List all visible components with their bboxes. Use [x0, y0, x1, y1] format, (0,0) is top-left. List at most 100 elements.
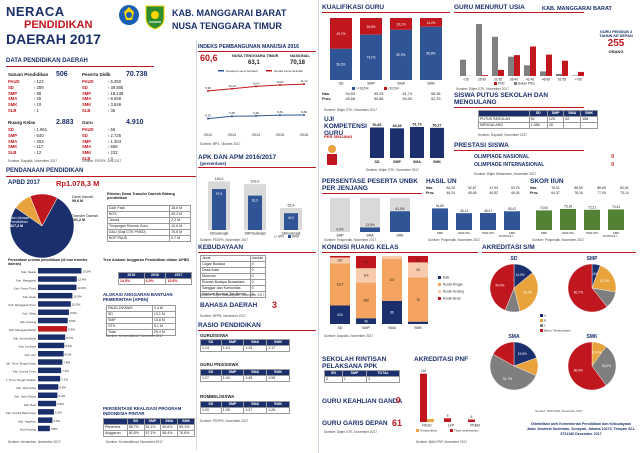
list-item: SMA › 589 [82, 144, 154, 150]
line-point [255, 114, 257, 117]
bar-data-label: 52,4 [288, 203, 295, 207]
kualifikasi-bar-chart: 50,3% 49,7% SD 73,1% 26,9% SMP 80,9% 19,1% SMA 85… [330, 18, 442, 91]
comparison-row: Prov. 46,68 50,86 54,30 52,29 [322, 97, 450, 102]
pie-label-dana-text: Dana Daerah [72, 195, 94, 199]
bar-category-label: Kab. Sabu Raijua [14, 395, 36, 399]
pie-slice [567, 341, 607, 391]
table-cell: 1:28 [266, 407, 290, 414]
legend-label: Rusak Sedang [443, 290, 464, 294]
bar-segment-lt-s1 [420, 18, 442, 27]
item-value: › 3.846 [108, 102, 122, 108]
legend-label: Bukan PNS [518, 82, 534, 86]
x-tick-label: SD [375, 160, 380, 164]
x-tick-label: SD [339, 82, 344, 86]
item-value: › 88 [34, 90, 42, 96]
pie-data-label: 60,7% [574, 291, 583, 295]
item-label: SMP [8, 90, 18, 96]
item-value: › 123 [34, 79, 44, 84]
satuan-rows: PAUD › 123 SD › 259 SMP › 88 SMA › 25 SMK › 10 SLB… [8, 79, 78, 114]
x-tick-label: 2016 [300, 133, 308, 137]
item-value: › 1.304 [108, 138, 122, 144]
bar [608, 209, 624, 230]
alokasi-table: PAUD-DIKMAS 0,4 M SD 13,1 M SMP 10,8 M GTK 5,1 … [106, 305, 177, 336]
section-title: PERSENTASE PESERTA UNBK PER JENJANG [322, 178, 418, 192]
bar-category-label: Kota Kupang [20, 428, 37, 432]
bar-data-label: 7,8% [63, 361, 70, 365]
akreditasi-section: AKREDITASI S/M SD 14,0% 32,0% 44,0% SMP 5,6% 2… [482, 244, 636, 420]
bar-data-label: 534 [337, 313, 343, 317]
bar-segment-s1 [330, 48, 352, 80]
item-value: › 10 [34, 102, 42, 108]
source-note: Sumber: Puspendik, November 2017 [532, 238, 585, 242]
bar-data-label: 61,80 [436, 204, 444, 208]
source-note: Sumber: Ditjen Dikdasmen, November 2017 [474, 172, 537, 176]
bar-segment-rusak-ringan [330, 263, 350, 306]
bar-category-label: Kab. Ngada [21, 270, 36, 274]
x-tick-label: 51-55 [558, 78, 566, 82]
pie-slice [489, 353, 537, 391]
footer-text: Diterbitkan oleh Kementerian Pendidikan … [526, 422, 636, 436]
table-cell: 60,5% [126, 430, 145, 437]
pie-data-label: 19,5% [518, 352, 527, 356]
bar [390, 128, 404, 158]
bar-data-label: 26,9% [366, 25, 375, 29]
item-value: › 1.961 [34, 127, 48, 132]
bar-data-label: 9,9% [70, 311, 77, 315]
bar-segment-baik [408, 321, 428, 324]
persentase-title: Persentase urusan pendidikan (di luar tr… [8, 258, 88, 266]
x-tick-label: 41-45 [526, 78, 534, 82]
akreditasi-pie-charts: SD 14,0% 32,0% 44,0% SMP 5,6%22,1% 60,7% SMA 19,… [489, 256, 617, 413]
bar-data-label: 85,8% [426, 51, 435, 55]
bar-data-label: 3,8% [51, 427, 58, 431]
x-tick-label: SMA [397, 82, 405, 86]
item-label: SMK [82, 150, 92, 156]
row-label: Prov. [426, 191, 435, 195]
bar-data-label: 70,00 [540, 206, 548, 210]
source-note: Sumber: Dapodik, November 2017 [8, 159, 58, 163]
section-title: RASIO PENDIDIKAN [198, 322, 261, 329]
pie-data-label: 51,7% [503, 377, 512, 381]
bar-segment-lt-s1 [390, 18, 412, 30]
pie-slice [591, 346, 617, 386]
bar [38, 375, 61, 382]
table-header: 2015 2016 2017 [118, 272, 192, 279]
row-value: 86,69 [574, 186, 583, 190]
table-cell: 1:15 [243, 345, 268, 352]
source-note: Sumber: Ditjen GTK, November 2017 [324, 108, 377, 112]
uji-subtitle: PER JENJANG [324, 134, 353, 139]
pensiun-title: GURU PENSIUN 3 TAHUN KE DEPAN [599, 30, 633, 38]
bar [504, 211, 520, 230]
list-item: SMA › 6.559 [82, 96, 154, 102]
legend-label: Rerata Lama Sekolah [274, 70, 303, 73]
hasil-un-section: HASIL UN Nas. 54,20 52,87 47,93 53,76 Prov. 46… [426, 178, 526, 242]
section-title: INDEKS PEMBANGUNAN MANUSIA 2016 [198, 44, 299, 50]
pie-label-transfer: Transfer Daerah 151,2 M [72, 214, 102, 222]
line-point [255, 85, 257, 88]
x-tick-label: SMK [509, 231, 516, 235]
title-line-2: PENDIDIKAN [24, 19, 93, 31]
table-cell: 6,0% [143, 278, 167, 285]
legend-label: <S1/D4 [388, 87, 399, 91]
list-item: PAUD › 123 [8, 79, 78, 85]
bar-data-label: 81,9 [252, 199, 258, 203]
bar-belum [468, 419, 475, 422]
table-cell: 57,1% [143, 430, 162, 437]
pnf-bar-chart: 116 PAUD 9 LKP 6 PKBM Terakreditasi Tidak terak… [416, 369, 480, 433]
kemdikbud-logo-icon [119, 5, 139, 25]
source-note: Sumber: Ditjen GTK, November 2017 [366, 168, 419, 172]
ruang-total: 2.883 [56, 119, 74, 126]
source-note: Sumber: PDSPK, November 2017 [200, 419, 249, 423]
bar [390, 211, 410, 232]
source-note-2: Sumber: PDSPK, Juni 2017 [82, 159, 122, 163]
bar-segment-rusak-ringan [356, 282, 376, 319]
list-item: PAUD › 56 [82, 127, 154, 133]
pnf-section: AKREDITASI PNF 116 PAUD 9 LKP 6 PKBM Terakredi… [414, 356, 494, 450]
section-title: AKREDITASI S/M [482, 244, 535, 251]
bar-data-label: 48,47 [484, 209, 492, 213]
legend-label: 2016/2017 [499, 234, 514, 238]
section-title: APK DAN APM 2016/2017 [198, 154, 277, 161]
comparison-row: Prov. 64,37 76,16 77,00 73,14 [530, 191, 636, 196]
pie-data-label: 30,0% [602, 364, 611, 368]
pie-label-transfer-text: Transfer Daerah [72, 214, 99, 218]
regional-crest-icon [145, 5, 165, 30]
